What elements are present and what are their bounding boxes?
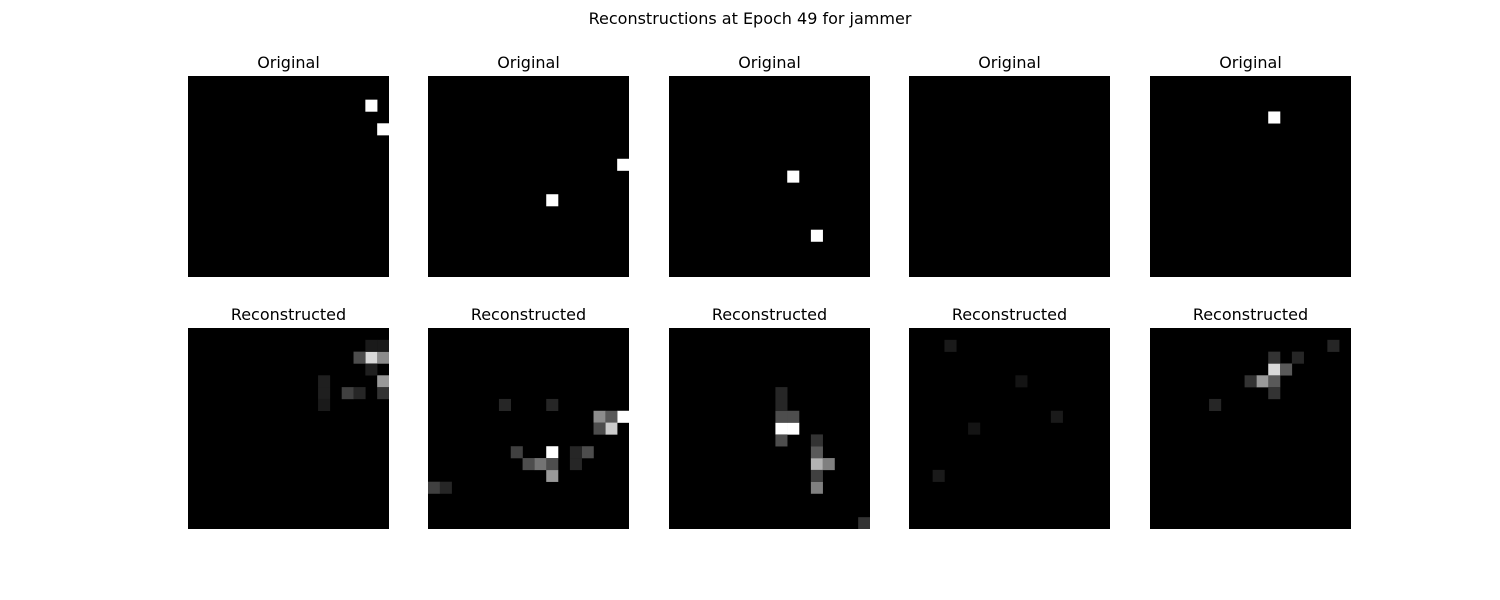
heatmap-cell-r6-c10 [546, 398, 559, 412]
heatmap-cell-r5-c11 [318, 387, 331, 400]
heatmap-cell-r3-c10 [1268, 363, 1281, 376]
heatmap-cell-r8-c15 [605, 422, 618, 435]
panel-reconstructed-2 [428, 328, 629, 529]
heatmap-cell-r8-c14 [593, 422, 606, 435]
heatmap-cell-r7-c16 [617, 158, 629, 171]
heatmap-cell-r13-c1 [439, 481, 452, 494]
panel-original-1 [188, 76, 389, 277]
heatmap-cell-r7-c16 [617, 410, 629, 423]
heatmap-cell-r1-c3 [944, 339, 957, 352]
heatmap-cell-r7-c12 [1050, 410, 1063, 423]
heatmap-cell-r12-c2 [932, 469, 945, 482]
heatmap-cell-r4-c16 [377, 375, 389, 388]
heatmap-cell-r7-c14 [593, 410, 606, 423]
heatmap-cell-r5-c16 [377, 387, 389, 400]
heatmap-cell-r8-c10 [787, 422, 800, 435]
heatmap-cell-r6-c9 [775, 398, 788, 412]
panel-title-reconstructed-1: Reconstructed [230, 305, 347, 324]
panel-title-original-1: Original [257, 53, 320, 72]
heatmap-cell-r8-c9 [775, 422, 788, 435]
heatmap-cell-r8-c10 [787, 170, 800, 183]
heatmap-cell-r2-c15 [365, 99, 378, 112]
panel-reconstructed-3 [669, 328, 870, 529]
panel-title-original-5: Original [1219, 53, 1282, 72]
panel-title-original-4: Original [978, 53, 1041, 72]
heatmap-cell-r11-c8 [522, 458, 535, 471]
heatmap-cell-r5-c14 [353, 387, 366, 400]
heatmap-cell-r4-c9 [1256, 375, 1269, 388]
heatmap-cell-r9-c12 [810, 434, 823, 447]
heatmap-cell-r2-c12 [1291, 351, 1304, 364]
panel-original-4 [909, 76, 1110, 277]
heatmap-cell-r11-c12 [810, 458, 823, 471]
panel-title-reconstructed-4: Reconstructed [951, 305, 1068, 324]
heatmap-cell-r5-c10 [1268, 387, 1281, 400]
heatmap-cell-r7-c10 [787, 410, 800, 423]
panel-title-original-2: Original [497, 53, 560, 72]
heatmap-cell-r2-c10 [1268, 351, 1281, 364]
heatmap-cell-r9-c9 [775, 434, 788, 447]
heatmap-cell-r16-c16 [858, 517, 870, 529]
heatmap-cell-r8-c5 [968, 422, 981, 435]
heatmap-cell-r5-c9 [775, 387, 788, 400]
heatmap-cell-r7-c9 [775, 410, 788, 423]
heatmap-cell-r3-c10 [1268, 111, 1281, 124]
panel-original-5 [1150, 76, 1351, 277]
heatmap-cell-r10-c12 [810, 446, 823, 459]
heatmap-cell-r11-c12 [569, 458, 582, 471]
heatmap-cell-r10-c10 [546, 194, 559, 207]
heatmap-cell-r13-c12 [810, 229, 823, 242]
heatmap-cell-r1-c15 [365, 339, 378, 352]
heatmap-cell-r5-c13 [341, 387, 354, 400]
panel-original-2 [428, 76, 629, 277]
panel-title-original-3: Original [738, 53, 801, 72]
panel-title-reconstructed-2: Reconstructed [470, 305, 587, 324]
heatmap-cell-r2-c15 [365, 351, 378, 364]
heatmap-cell-r2-c14 [353, 351, 366, 364]
heatmap-cell-r12-c12 [810, 469, 823, 482]
heatmap-cell-r11-c10 [546, 458, 559, 471]
heatmap-cell-r10-c7 [510, 446, 523, 459]
panel-reconstructed-4 [909, 328, 1110, 529]
heatmap-cell-r13-c12 [810, 481, 823, 494]
heatmap-cell-r10-c13 [581, 446, 594, 459]
heatmap-cell-r2-c16 [377, 351, 389, 364]
heatmap-cell-r3-c15 [365, 363, 378, 376]
heatmap-cell-r1-c15 [1327, 339, 1340, 352]
heatmap-cell-r4-c8 [1244, 375, 1257, 388]
heatmap-cell-r3-c11 [1280, 363, 1293, 376]
panel-title-reconstructed-3: Reconstructed [711, 305, 828, 324]
heatmap-cell-r4-c9 [1015, 375, 1028, 388]
heatmap-cell-r12-c10 [546, 469, 559, 482]
heatmap-cell-r11-c9 [534, 458, 547, 471]
panel-reconstructed-1 [188, 328, 389, 529]
heatmap-cell-r6-c11 [318, 398, 331, 412]
heatmap-cell-r11-c13 [822, 458, 835, 471]
heatmap-cell-r4-c16 [377, 123, 389, 136]
heatmap-cell-r1-c16 [377, 339, 389, 352]
heatmap-cell-r6-c5 [1209, 398, 1222, 412]
heatmap-cell-r6-c6 [498, 398, 512, 412]
heatmap-cell-r10-c12 [569, 446, 582, 459]
heatmap-cell-r7-c15 [605, 410, 618, 423]
panel-reconstructed-5 [1150, 328, 1351, 529]
panel-original-3 [669, 76, 870, 277]
heatmap-cell-r13-c0 [428, 481, 441, 494]
heatmap-cell-r4-c11 [318, 375, 331, 388]
heatmap-cell-r10-c10 [546, 446, 559, 459]
panel-title-reconstructed-5: Reconstructed [1192, 305, 1309, 324]
chart-title: Reconstructions at Epoch 49 for jammer [588, 9, 912, 28]
heatmap-cell-r4-c10 [1268, 375, 1281, 388]
